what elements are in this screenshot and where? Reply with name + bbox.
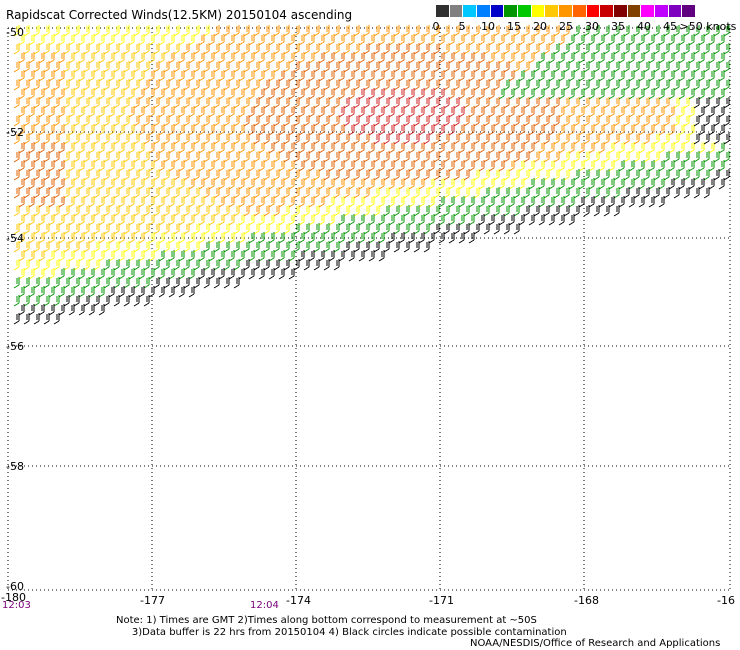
scale-label-40: 40 <box>637 20 651 33</box>
scale-label-30: 30 <box>585 20 599 33</box>
note-line-1: Note: 1) Times are GMT 2)Times along bot… <box>116 615 537 626</box>
color-scale-swatch <box>449 5 464 17</box>
color-scale-swatch <box>518 5 532 17</box>
color-scale-swatch <box>682 5 696 17</box>
color-scale-swatch <box>477 5 491 17</box>
scale-label-25: 25 <box>559 20 573 33</box>
color-scale-swatch <box>559 5 573 17</box>
scale-label-20: 20 <box>533 20 547 33</box>
lon-label-165: -16 <box>717 594 735 607</box>
lon-label-168: -168 <box>574 594 599 607</box>
color-scale-swatch <box>586 5 601 17</box>
lon-label-177: -177 <box>140 594 165 607</box>
lat-label-54: -54 <box>6 232 24 245</box>
time-label-left: 12:03 <box>2 600 31 611</box>
color-scale-swatch <box>600 5 614 17</box>
wind-barb-group <box>13 25 730 307</box>
color-scale-swatch <box>531 5 546 17</box>
color-scale-swatch <box>436 5 450 17</box>
time-label-middle: 12:04 <box>250 600 279 611</box>
lat-label-56: -56 <box>6 340 24 353</box>
lat-label-60: -60 <box>6 580 24 593</box>
lat-label-50: -50 <box>6 26 24 39</box>
wind-barb-group <box>338 88 465 145</box>
color-scale-swatch <box>627 5 642 17</box>
wind-barb-group <box>13 97 730 325</box>
color-scale-swatch <box>572 5 587 17</box>
scale-label-0: 0 <box>432 20 440 33</box>
lon-label-180: -180 <box>1 591 26 604</box>
color-scale-swatch <box>490 5 505 17</box>
lon-label-174: -174 <box>286 594 311 607</box>
wind-barb-group <box>13 43 560 208</box>
axis-labels: -50 -52 -54 -56 -58 -60 -180 -177 -174 -… <box>1 26 735 607</box>
credit-line: NOAA/NESDIS/Office of Research and Appli… <box>470 638 721 649</box>
scale-label-15: 15 <box>507 20 521 33</box>
color-scale-swatch <box>641 5 655 17</box>
map-title: Rapidscat Corrected Winds(12.5KM) 201501… <box>6 8 353 22</box>
wind-barbs <box>13 25 730 325</box>
lat-label-52: -52 <box>6 126 24 139</box>
lon-label-171: -171 <box>429 594 454 607</box>
color-scale-swatch <box>463 5 478 17</box>
color-scale-swatch <box>654 5 669 17</box>
scale-label-45: 45 <box>663 20 677 33</box>
scale-label-5: 5 <box>458 20 466 33</box>
wind-barb-group <box>13 43 240 262</box>
note-line-2: 3)Data buffer is 22 hrs from 20150104 4)… <box>116 627 567 638</box>
lat-lon-grid <box>7 27 731 591</box>
color-scale-swatch <box>545 5 560 17</box>
scale-label-50-knots: >50 knots <box>679 20 737 33</box>
color-scale-swatch <box>668 5 683 17</box>
wind-barb-group <box>13 25 715 280</box>
lat-label-58: -58 <box>6 460 24 473</box>
color-scale-swatch <box>613 5 628 17</box>
scale-label-10: 10 <box>481 20 495 33</box>
wind-barb-group <box>13 25 675 217</box>
color-scale-swatch <box>504 5 519 17</box>
notes: Note: 1) Times are GMT 2)Times along bot… <box>116 615 567 639</box>
scale-label-35: 35 <box>611 20 625 33</box>
